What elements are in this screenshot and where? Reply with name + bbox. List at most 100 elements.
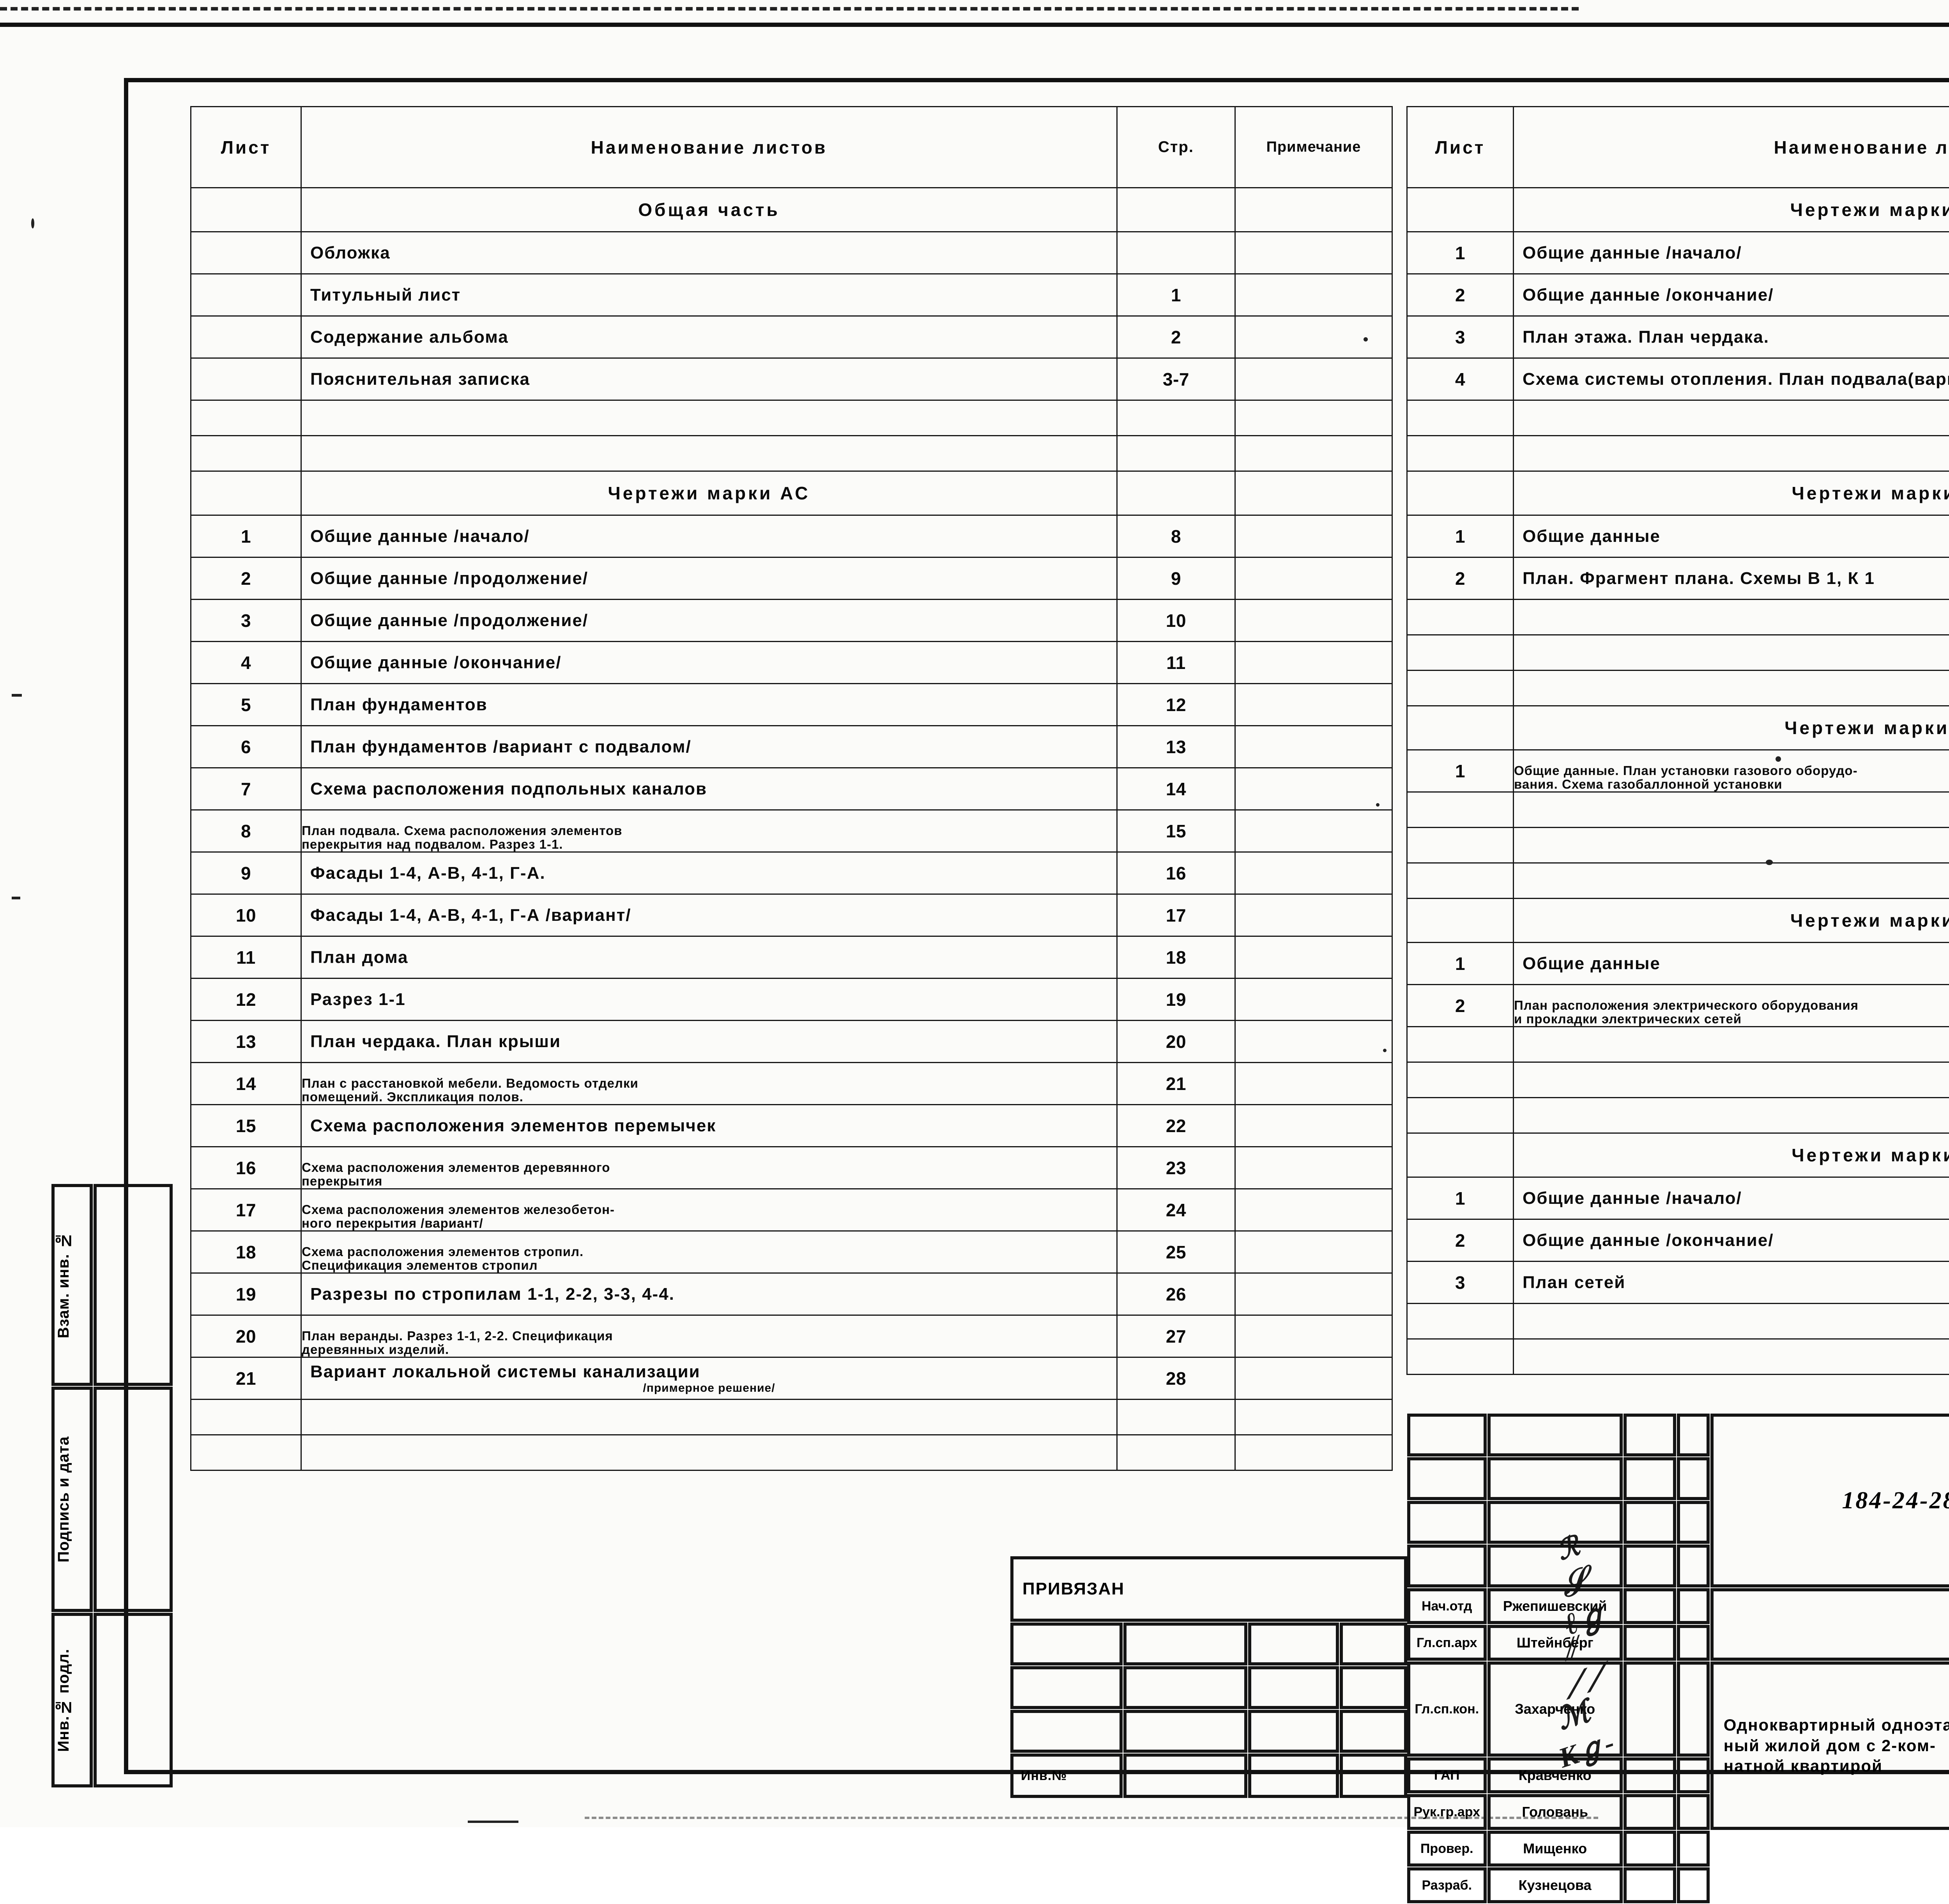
cell-name: Общие данные. План установки газового об… xyxy=(1514,750,1949,792)
section-title: Чертежи марки ВК xyxy=(1514,471,1949,515)
cell-page: 21 xyxy=(1117,1063,1235,1105)
cell-sheet: 4 xyxy=(1407,358,1514,400)
cell-page: 13 xyxy=(1117,726,1235,768)
stamp-role-4: Рук.гр.арх xyxy=(1407,1794,1487,1830)
privyazan-label: ПРИВЯЗАН xyxy=(1014,1579,1125,1598)
spacer-row xyxy=(1407,436,1949,471)
spacer-row xyxy=(1407,1098,1949,1133)
cell-page: 26 xyxy=(1117,1273,1235,1315)
stamp-name-6: Кузнецова xyxy=(1487,1867,1623,1903)
cell-name: План подвала. Схема расположения элемент… xyxy=(301,810,1117,852)
cell-page: 3-7 xyxy=(1117,358,1235,400)
cell-name: Общие данные xyxy=(1514,943,1949,985)
cell-sheet: 8 xyxy=(191,810,301,852)
cell-note xyxy=(1235,642,1392,684)
cell-note xyxy=(1235,515,1392,557)
privyazan-block: ПРИВЯЗАН Инв.№ xyxy=(1010,1555,1408,1799)
cell-sheet: 16 xyxy=(191,1147,301,1189)
col-header-note: Примечание xyxy=(1235,107,1392,188)
cell-sheet: 15 xyxy=(191,1105,301,1147)
cell-note xyxy=(1235,1231,1392,1273)
cell-page: 2 xyxy=(1117,316,1235,358)
cell-page: 9 xyxy=(1117,557,1235,600)
cell-sheet: 12 xyxy=(191,979,301,1021)
cell-note xyxy=(1235,726,1392,768)
cell-sheet: 17 xyxy=(191,1189,301,1231)
cell-name: План фундаментов /вариант с подвалом/ xyxy=(301,726,1117,768)
cell-page: 24 xyxy=(1117,1189,1235,1231)
spacer-row xyxy=(1407,600,1949,635)
cell-name: Схема системы отопления. План подвала(ва… xyxy=(1514,358,1949,400)
section-title: Чертежи марки ГСВ xyxy=(1514,706,1949,750)
scan-speck xyxy=(1364,337,1368,342)
sheet-top-border xyxy=(0,23,1949,27)
cell-note xyxy=(1235,1063,1392,1105)
section-title: Чертежи марки УС xyxy=(1514,1133,1949,1177)
stamp-role-2: Гл.сп.кон. xyxy=(1407,1662,1487,1757)
cell-sheet: 6 xyxy=(191,726,301,768)
cell-page: 15 xyxy=(1117,810,1235,852)
cell-name: План сетей xyxy=(1514,1262,1949,1304)
cell-sheet xyxy=(191,274,301,316)
cell-name: План с расстановкой мебели. Ведомость от… xyxy=(301,1063,1117,1105)
spacer-row xyxy=(1407,671,1949,706)
cell-sheet: 13 xyxy=(191,1021,301,1063)
cell-name: План чердака. План крыши xyxy=(301,1021,1117,1063)
object-title-line2: ный жилой дом с 2-ком- xyxy=(1724,1736,1936,1755)
cell-name: План расположения электрического оборудо… xyxy=(1514,985,1949,1027)
title-block-stamp: 184-24-287.13.88 Нач.отд Ржепишевский Гл… xyxy=(1406,1413,1949,1904)
stamp-name-3: Кравченко xyxy=(1487,1757,1623,1793)
cell-name: Общие данные /окончание/ xyxy=(1514,1219,1949,1262)
stamp-name-0: Ржепишевский xyxy=(1487,1588,1623,1624)
stamp-name-1: Штейнберг xyxy=(1487,1625,1623,1661)
cell-name: Схема расположения элементов стропил.Спе… xyxy=(301,1231,1117,1273)
cell-name: Общие данные /начало/ xyxy=(301,515,1117,557)
cell-name: План этажа. План чердака. xyxy=(1514,316,1949,358)
cell-sheet: 9 xyxy=(191,852,301,894)
cell-sheet: 7 xyxy=(191,768,301,810)
spacer-row xyxy=(1407,400,1949,436)
cell-sheet: 2 xyxy=(1407,557,1514,600)
cell-name: Общие данные /окончание/ xyxy=(1514,274,1949,316)
spacer-row xyxy=(191,1435,1392,1470)
cell-note xyxy=(1235,684,1392,726)
stamp-name-5: Мищенко xyxy=(1487,1831,1623,1867)
cell-note xyxy=(1235,810,1392,852)
scan-speck xyxy=(1776,756,1781,762)
cell-sheet: 21 xyxy=(191,1357,301,1400)
cell-sheet: 1 xyxy=(1407,750,1514,792)
cell-sheet xyxy=(191,358,301,400)
cell-name: Титульный лист xyxy=(301,274,1117,316)
cell-name: Разрез 1-1 xyxy=(301,979,1117,1021)
cell-name: Фасады 1-4, А-В, 4-1, Г-А /вариант/ xyxy=(301,894,1117,936)
scan-edge-tick xyxy=(12,694,22,697)
section-title-row: Общая часть xyxy=(191,188,1392,232)
section-title: Общая часть xyxy=(301,188,1117,232)
cell-sheet: 3 xyxy=(191,600,301,642)
cell-page: 27 xyxy=(1117,1315,1235,1357)
section-title-row: Чертежи марки ОВ xyxy=(1407,188,1949,232)
section-title: Чертежи марки АС xyxy=(301,471,1117,515)
